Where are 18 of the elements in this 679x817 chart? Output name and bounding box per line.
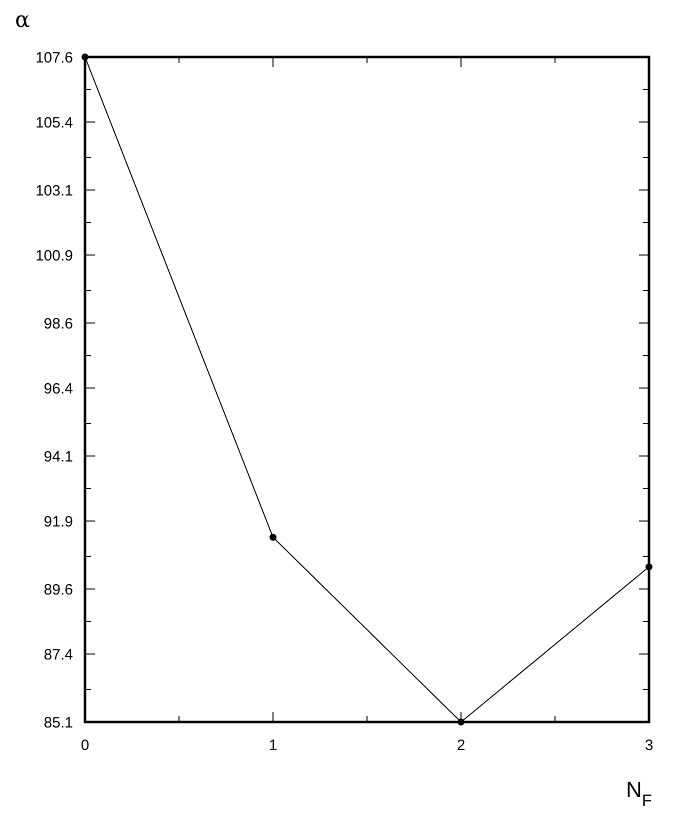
- x-tick-label: 2: [456, 737, 466, 754]
- y-tick-label: 91.9: [44, 513, 73, 530]
- y-tick-label: 98.6: [44, 315, 73, 332]
- y-tick-label: 89.6: [44, 581, 73, 598]
- y-axis-title: α: [15, 8, 30, 33]
- y-tick-label: 87.4: [44, 646, 73, 664]
- x-tick-label: 1: [268, 737, 278, 754]
- x-axis-title: N$_{F}$: [626, 777, 652, 810]
- y-tick-label: 85.1: [44, 714, 73, 732]
- y-tick-label: 96.4: [44, 380, 73, 398]
- y-tick-label: 103.1: [35, 182, 73, 200]
- point: [270, 534, 276, 541]
- x-tick-label: 3: [644, 737, 654, 754]
- x-tick-label: 0: [80, 737, 90, 754]
- y-tick-label: 105.4: [35, 114, 73, 132]
- y-tick-label: 100.9: [35, 247, 73, 264]
- y-tick-label: 107.6: [35, 49, 73, 66]
- y-tick-label: 94.1: [44, 448, 73, 466]
